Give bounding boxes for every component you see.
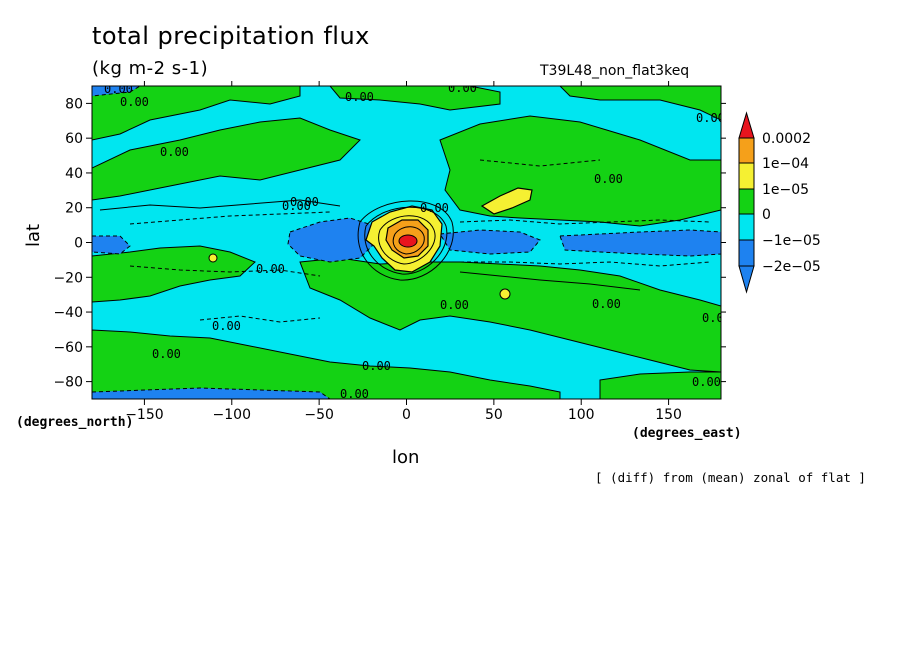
legend-label: 1e−05 — [762, 182, 809, 198]
chart-units: (kg m-2 s-1) — [92, 58, 209, 79]
contour-label: 0.00 — [592, 297, 621, 311]
field-region-negative — [92, 86, 141, 97]
field-region-positive — [599, 371, 721, 399]
contour-label: 0.00 — [256, 262, 285, 276]
field-region-positive — [92, 329, 561, 399]
y-tick-label: 0 — [74, 236, 83, 252]
contour-line-negative — [129, 265, 321, 277]
contour-label: 0.00 — [340, 387, 369, 401]
contour-label: 0.00 — [120, 95, 149, 109]
legend-swatch — [738, 265, 755, 294]
legend-label: −1e−05 — [762, 233, 821, 249]
field-region-max — [480, 187, 533, 215]
contour-line-negative — [129, 211, 331, 225]
field-region-positive — [92, 86, 301, 141]
x-tick-label: 100 — [568, 407, 595, 423]
contour-line-negative — [199, 315, 321, 323]
contour-label: 0.00 — [448, 81, 477, 95]
y-tick-label: 20 — [65, 201, 83, 217]
contour-label: 0.00 — [702, 311, 731, 325]
legend: 0.0002 1e−04 1e−05 0 −1e−05 −2e−05 — [738, 111, 821, 294]
contour-label: 0.00 — [160, 145, 189, 159]
field-region-negative — [559, 229, 721, 257]
field-region-positive — [329, 86, 501, 111]
contour-label: 0.00 — [696, 111, 725, 125]
contour-line — [99, 199, 341, 211]
contour-line — [459, 271, 641, 291]
legend-swatch — [738, 213, 755, 241]
x-tick-label: 150 — [655, 407, 682, 423]
contour-label: 0.00 — [594, 172, 623, 186]
contour-line-negative — [479, 159, 601, 167]
contour-label: 0.00 — [104, 82, 133, 96]
contour-label: 0.00 — [152, 347, 181, 361]
plot-area: 0.000.000.000.000.000.000.000.000.000.00… — [92, 81, 731, 401]
legend-swatch — [738, 188, 755, 215]
contour-line — [364, 206, 448, 275]
contour-label: 0.00 — [212, 319, 241, 333]
field-region-negative — [287, 217, 376, 263]
contour-label: 0.00 — [692, 375, 721, 389]
run-label: T39L48_non_flat3keq — [540, 63, 690, 79]
x-tick-label: 0 — [402, 407, 411, 423]
contour-line — [378, 215, 436, 265]
contour-label: 0.00 — [362, 359, 391, 373]
y-tick-label: −60 — [53, 340, 83, 356]
y-tick-label: 80 — [65, 96, 83, 112]
diff-note: [ (diff) from (mean) zonal of flat ] — [595, 470, 866, 485]
y-axis-label: lat — [23, 223, 45, 248]
chart-title: total precipitation flux — [92, 22, 370, 50]
y-tick-label: −80 — [53, 375, 83, 391]
y-tick-label: 60 — [65, 131, 83, 147]
legend-label: −2e−05 — [762, 259, 821, 275]
contour-label: 0.00 — [345, 90, 374, 104]
contour-label: 0.00 — [420, 201, 449, 215]
legend-label: 0 — [762, 207, 771, 223]
legend-swatch — [738, 239, 755, 267]
legend-label: 1e−04 — [762, 156, 809, 172]
contour-line — [357, 200, 454, 281]
field-region-positive — [559, 86, 721, 121]
y-axis-units: (degrees_north) — [16, 415, 134, 430]
x-axis-label: lon — [392, 447, 420, 468]
field-region-max — [398, 234, 418, 248]
x-tick-label: −100 — [213, 407, 251, 423]
contour-label: 0.00 — [290, 195, 319, 209]
field-region-positive — [299, 257, 721, 373]
field-region-positive — [92, 117, 361, 201]
contour-label: 0.00 — [282, 199, 311, 213]
field-region-max — [499, 288, 511, 300]
field-region-max — [208, 253, 218, 263]
x-tick-label: 50 — [485, 407, 503, 423]
legend-swatch — [738, 162, 755, 190]
legend-label: 0.0002 — [762, 131, 811, 147]
x-tick-label: −150 — [125, 407, 163, 423]
contour-label: 0.00 — [440, 298, 469, 312]
field-region-negative — [92, 387, 331, 399]
y-tick-label: −40 — [53, 305, 83, 321]
contour-line — [392, 226, 425, 255]
y-tick-label: 40 — [65, 166, 83, 182]
legend-swatch — [738, 137, 755, 164]
x-tick-label: −50 — [304, 407, 334, 423]
legend-swatch — [738, 111, 755, 139]
y-tick-label: −20 — [53, 270, 83, 286]
field-region-negative — [439, 229, 541, 255]
field-region-negative — [92, 235, 131, 255]
x-axis-units: (degrees_east) — [632, 426, 742, 441]
